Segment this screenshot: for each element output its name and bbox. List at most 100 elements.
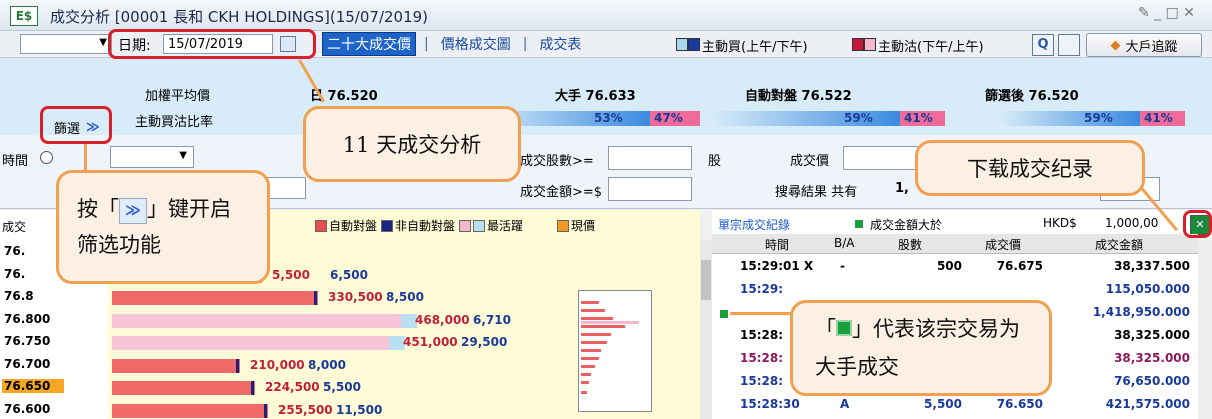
legend-label: 主動沽(下午/上午) <box>878 40 984 55</box>
amount-label: 成交金額>=$ <box>520 185 603 200</box>
price-header: 成交 <box>2 220 27 234</box>
price-input[interactable] <box>843 146 927 170</box>
volume: 468,000 <box>415 312 470 327</box>
amount-input[interactable] <box>608 177 692 201</box>
tab[interactable]: 價格成交圖 <box>440 37 511 53</box>
block-average: 大手 76.633 <box>555 89 636 104</box>
column-header: 股數 <box>898 238 923 252</box>
legend-swatch <box>688 38 700 51</box>
legend-label: 非自動對盤 <box>395 219 456 233</box>
callout-part: 按「 <box>77 197 119 221</box>
mini-chart-svg <box>581 301 639 394</box>
window-controls[interactable]: ✎ _ □ ✕ <box>1138 5 1196 21</box>
mini-bars <box>581 301 639 394</box>
trade-time: 15:29:01 X <box>740 259 814 273</box>
ratio-label: 主動買沽比率 <box>135 115 214 130</box>
download-highlight <box>1183 210 1212 238</box>
sell-ratio: 47% <box>654 111 683 125</box>
legend-swatch <box>676 38 688 51</box>
date-input[interactable]: 15/07/2019 <box>163 34 273 54</box>
column-header: 成交價 <box>985 238 1022 252</box>
volume: 451,000 <box>403 335 458 349</box>
search-button[interactable]: Q <box>1032 34 1054 56</box>
trade-shares: 5,500 <box>924 397 962 411</box>
title-bar <box>0 0 1212 31</box>
date-highlight <box>108 29 316 59</box>
filter-highlight <box>40 106 112 144</box>
legend-label: 最活躍 <box>487 219 524 233</box>
trade-time: 15:28:30 <box>740 397 800 411</box>
time-radio[interactable] <box>40 151 53 164</box>
callout: 11 天成交分析 <box>303 106 521 182</box>
connector <box>84 144 87 172</box>
volume-bar <box>112 291 318 305</box>
column-header: B/A <box>834 236 855 250</box>
buy-ratio: 59% <box>844 111 873 125</box>
tab[interactable]: 二十大成交價 <box>322 32 416 56</box>
volume-bar <box>112 358 240 373</box>
price: 76.8 <box>4 289 34 303</box>
volume: 5,500 <box>272 267 310 282</box>
mini-chart <box>578 290 652 412</box>
sell-ratio: 41% <box>904 111 933 125</box>
buy-ratio-bar <box>712 111 900 126</box>
trades: 5,500 <box>323 380 361 394</box>
filter-button[interactable]: 篩選 ≫ <box>54 120 100 137</box>
trade-time: 15:28: <box>740 351 783 365</box>
shares-input[interactable] <box>608 146 692 170</box>
threshold: 1,000,00 <box>1105 216 1159 230</box>
block-trade-marker <box>720 310 728 318</box>
left-scrollbar[interactable] <box>700 240 712 419</box>
tracker-button[interactable]: ◆ 大戶追蹤 <box>1086 33 1202 57</box>
buy-ratio: 59% <box>1084 111 1113 125</box>
callout-text: 「」代表该宗交易为大手成交 <box>815 310 1027 386</box>
volume-legend: 自動對盤 非自動對盤 最活躍 現價 <box>315 217 599 234</box>
legend-swatch <box>852 38 864 51</box>
callout-part: 「 <box>815 317 836 341</box>
price: 76. <box>4 244 26 258</box>
sell-ratio-bar <box>650 111 700 126</box>
column-header: 成交金額 <box>1095 238 1144 252</box>
trade-shares: 500 <box>936 259 962 273</box>
tab[interactable]: 成交表 <box>539 37 582 53</box>
all-day-average: 日 76.520 <box>310 89 378 104</box>
price: 76.700 <box>4 356 51 371</box>
shares-unit: 股 <box>708 154 722 169</box>
trade-amount: 38,325.000 <box>1114 328 1190 342</box>
menu-button[interactable] <box>1058 34 1080 56</box>
trades: 8,500 <box>386 290 424 304</box>
stock-dropdown[interactable]: ▼ <box>20 34 112 54</box>
calendar-button[interactable] <box>280 36 296 52</box>
result-count: 1, <box>895 181 909 196</box>
right-scrollbar[interactable] <box>1198 240 1212 419</box>
trade-price: 76.675 <box>996 259 1043 273</box>
time-dropdown[interactable]: ▼ <box>110 146 194 168</box>
volume-bar <box>112 381 255 395</box>
volume-bar <box>112 313 405 328</box>
sell-ratio-bar <box>900 111 945 126</box>
filter-label: 篩選 <box>54 122 81 137</box>
volume-bar-tip <box>389 336 405 350</box>
filtered-average: 篩選後 76.520 <box>985 89 1079 104</box>
trade-amount: 1,418,950.000 <box>1092 305 1190 319</box>
trade-time: 15:29: <box>740 282 783 296</box>
trade-amount: 38,325.000 <box>1114 351 1190 365</box>
volume: 255,500 <box>278 402 333 417</box>
tab-bar: 二十大成交價 | 價格成交圖 | 成交表 <box>322 32 585 56</box>
volume: 224,500 <box>265 380 320 394</box>
legend-swatch <box>381 219 394 232</box>
trade-amount: 38,337.500 <box>1114 259 1190 273</box>
price: 76.750 <box>4 334 51 348</box>
trade-time: 15:28: <box>740 374 783 388</box>
shares-label: 成交股數>= <box>520 154 594 169</box>
price: 76.800 <box>4 311 51 326</box>
volume-bar-tip <box>314 291 317 305</box>
trade-side: - <box>840 259 845 273</box>
tab-separator: | <box>522 36 528 52</box>
legend-label: 主動買(上午/下午) <box>702 40 808 55</box>
app-icon: E$ <box>10 6 38 26</box>
legend-swatch <box>473 219 486 232</box>
legend-swatch <box>315 219 327 232</box>
trade-amount: 421,575.000 <box>1105 397 1190 411</box>
trade-side: A <box>840 397 850 411</box>
